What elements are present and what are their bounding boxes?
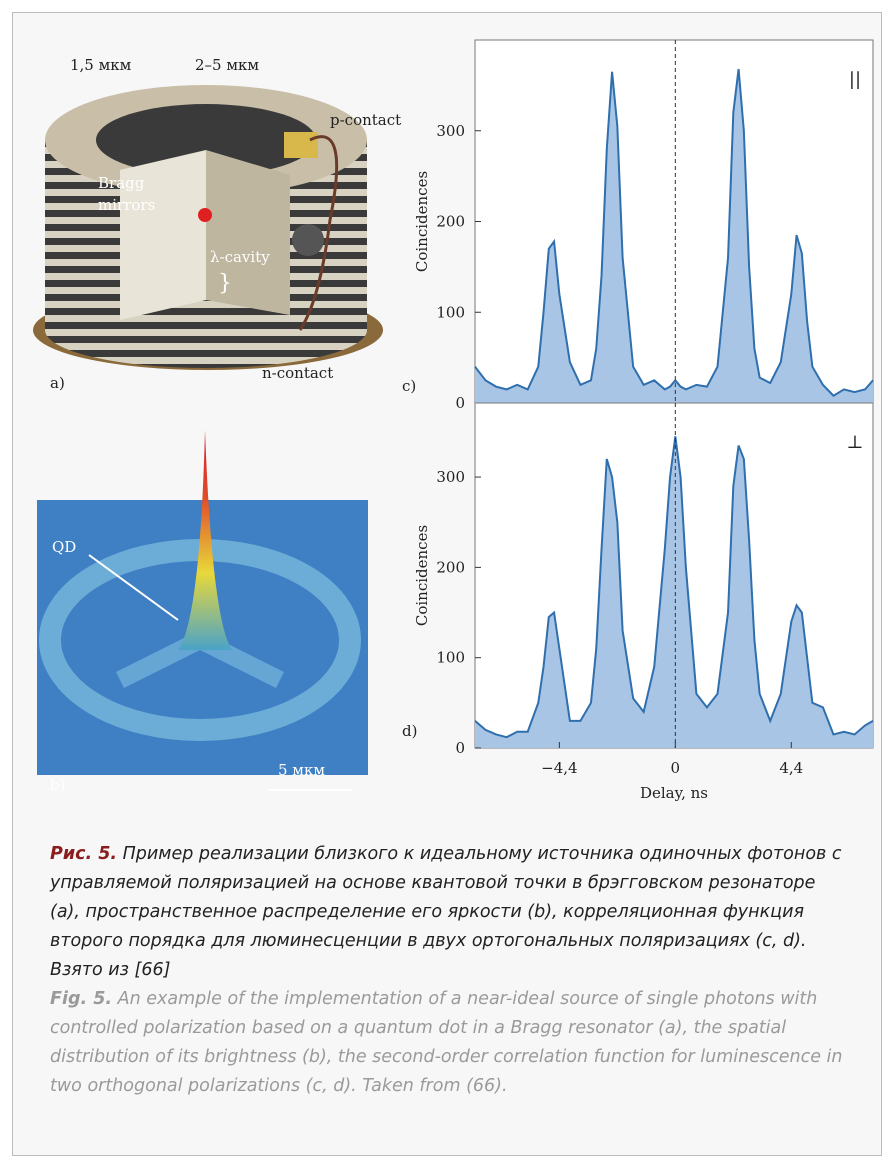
annotation: QD — [52, 538, 76, 556]
x-axis-label: Delay, ns — [640, 784, 708, 802]
brightness-map — [37, 430, 368, 791]
y-tick-label: 200 — [436, 558, 465, 576]
annotation: ⊥ — [847, 432, 864, 453]
annotation: p-contact — [330, 111, 401, 129]
caption-text: An example of the implementation of a ne… — [50, 989, 843, 1096]
annotation: Bragg — [98, 174, 145, 192]
annotation: 2–5 мкм — [195, 56, 259, 74]
figure: 1,5 мкм 2–5 мкм p-contact Bragg mirrors … — [33, 39, 874, 802]
x-tick-label: −4,4 — [541, 759, 577, 777]
annotation: mirrors — [98, 196, 155, 214]
annotation: 1,5 мкм — [70, 56, 132, 74]
panel-label: a) — [50, 374, 65, 392]
y-axis-label: Coincidences — [413, 525, 431, 626]
area — [475, 436, 873, 748]
y-tick-label: 200 — [436, 213, 465, 231]
y-tick-label: 300 — [436, 468, 465, 486]
annotation: n-contact — [262, 364, 333, 382]
annotation: || — [849, 69, 861, 90]
panel-label: d) — [402, 722, 417, 740]
cavity-illustration — [33, 85, 383, 370]
panel-label: c) — [402, 377, 416, 395]
plot-area — [474, 39, 874, 404]
x-tick-label: 4,4 — [779, 759, 803, 777]
y-tick-label: 0 — [455, 394, 465, 412]
y-axis-label: Coincidences — [413, 171, 431, 272]
line — [474, 436, 874, 739]
x-tick-label: 0 — [671, 759, 681, 777]
y-tick-label: 100 — [436, 303, 465, 321]
caption-label: Fig. 5. — [50, 989, 113, 1009]
y-tick-label: 0 — [455, 739, 465, 757]
line — [474, 68, 874, 398]
caption-text: Пример реализации близкого к идеальному … — [50, 844, 842, 980]
caption-label: Рис. 5. — [50, 844, 118, 864]
annotation: λ-cavity — [210, 248, 270, 266]
y-tick-label: 300 — [436, 122, 465, 140]
panel-label: b) — [50, 776, 65, 794]
annotation: 5 мкм — [278, 761, 325, 779]
caption: Рис. 5. Пример реализации близкого к иде… — [50, 840, 850, 1101]
annotation: } — [218, 271, 232, 296]
y-tick-label: 100 — [436, 649, 465, 667]
